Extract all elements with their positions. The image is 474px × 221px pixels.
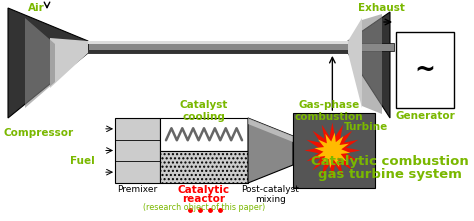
FancyBboxPatch shape: [348, 43, 394, 51]
Text: reactor: reactor: [182, 194, 226, 204]
Polygon shape: [50, 38, 88, 88]
Text: ~: ~: [415, 58, 436, 82]
Text: (research object of this paper): (research object of this paper): [143, 203, 265, 212]
Text: gas turbine system: gas turbine system: [318, 168, 462, 181]
Text: Premixer: Premixer: [118, 185, 158, 194]
Text: Compressor: Compressor: [4, 128, 74, 138]
Text: Fuel: Fuel: [70, 156, 95, 166]
FancyBboxPatch shape: [160, 118, 248, 151]
Polygon shape: [315, 133, 350, 168]
Polygon shape: [348, 12, 390, 118]
Text: Catalytic combustion: Catalytic combustion: [311, 155, 469, 168]
FancyBboxPatch shape: [88, 41, 348, 53]
Polygon shape: [348, 18, 362, 108]
Text: Generator: Generator: [395, 111, 455, 121]
Polygon shape: [304, 122, 360, 179]
Text: Gas-phase
combustion: Gas-phase combustion: [295, 100, 363, 122]
Text: Post-catalyst
mixing: Post-catalyst mixing: [242, 185, 300, 204]
FancyBboxPatch shape: [88, 41, 348, 44]
Text: Catalyst
cooling: Catalyst cooling: [180, 100, 228, 122]
Text: Air: Air: [28, 3, 45, 13]
FancyBboxPatch shape: [88, 50, 348, 53]
Text: Catalytic: Catalytic: [178, 185, 230, 195]
Polygon shape: [8, 8, 88, 118]
Polygon shape: [362, 14, 382, 114]
Polygon shape: [248, 118, 293, 142]
FancyBboxPatch shape: [115, 118, 160, 183]
FancyBboxPatch shape: [293, 113, 375, 188]
Polygon shape: [25, 18, 55, 108]
FancyBboxPatch shape: [396, 32, 454, 108]
Polygon shape: [248, 118, 293, 183]
Text: Turbine: Turbine: [344, 122, 388, 132]
Text: Exhaust: Exhaust: [358, 3, 405, 13]
FancyBboxPatch shape: [160, 151, 248, 183]
